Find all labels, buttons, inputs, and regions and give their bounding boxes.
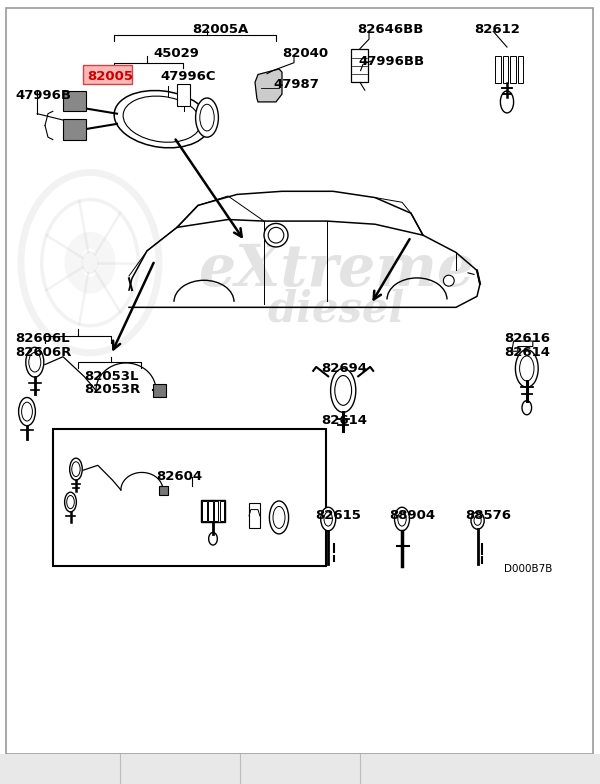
- Ellipse shape: [19, 397, 35, 426]
- Bar: [202, 500, 224, 522]
- Ellipse shape: [67, 495, 74, 509]
- Text: 82694: 82694: [321, 362, 367, 375]
- Ellipse shape: [26, 347, 44, 377]
- Text: 82604: 82604: [156, 470, 202, 483]
- Text: 88904: 88904: [389, 510, 435, 522]
- Bar: [158, 486, 168, 495]
- Ellipse shape: [70, 458, 82, 480]
- Bar: [510, 56, 515, 83]
- Ellipse shape: [471, 512, 484, 529]
- Text: 82615: 82615: [315, 510, 361, 522]
- Text: 82040: 82040: [282, 47, 328, 60]
- Bar: [0, 754, 600, 784]
- Text: 47996B: 47996B: [15, 89, 71, 102]
- Ellipse shape: [321, 507, 336, 531]
- Ellipse shape: [264, 223, 288, 247]
- Bar: [220, 501, 224, 521]
- Text: 47987: 47987: [273, 78, 319, 91]
- Text: 82614: 82614: [504, 347, 550, 359]
- Ellipse shape: [331, 368, 356, 412]
- Text: 82614: 82614: [321, 414, 367, 426]
- Bar: [214, 501, 218, 521]
- Bar: [249, 503, 260, 528]
- Ellipse shape: [123, 96, 201, 142]
- Bar: [144, 110, 180, 127]
- Bar: [83, 65, 132, 84]
- Bar: [153, 384, 166, 397]
- Text: 82606L: 82606L: [15, 332, 70, 345]
- Text: 82646BB: 82646BB: [357, 24, 424, 36]
- Text: 47996BB: 47996BB: [359, 56, 425, 68]
- Bar: [177, 84, 190, 106]
- Ellipse shape: [324, 512, 332, 526]
- Ellipse shape: [273, 506, 285, 528]
- Polygon shape: [512, 341, 533, 351]
- Bar: [63, 119, 86, 140]
- Text: 82005A: 82005A: [192, 24, 248, 36]
- Bar: [53, 429, 326, 566]
- Circle shape: [82, 252, 98, 274]
- Bar: [503, 56, 508, 83]
- Ellipse shape: [395, 507, 409, 531]
- Bar: [202, 501, 207, 521]
- Ellipse shape: [29, 353, 41, 372]
- Ellipse shape: [269, 501, 289, 534]
- Text: 82616: 82616: [504, 332, 550, 345]
- Bar: [495, 56, 500, 83]
- Ellipse shape: [114, 90, 210, 148]
- Ellipse shape: [474, 516, 481, 525]
- Bar: [208, 501, 212, 521]
- Ellipse shape: [196, 98, 218, 137]
- Ellipse shape: [72, 462, 80, 477]
- Text: 82005: 82005: [87, 71, 133, 83]
- Text: 82612: 82612: [474, 24, 520, 36]
- Text: 82606R: 82606R: [15, 347, 71, 359]
- Ellipse shape: [22, 402, 32, 421]
- Text: 47996C: 47996C: [161, 71, 217, 83]
- Ellipse shape: [200, 104, 214, 131]
- Text: 82053R: 82053R: [84, 383, 140, 396]
- Ellipse shape: [268, 227, 284, 243]
- Ellipse shape: [398, 512, 406, 526]
- Text: eXtreme: eXtreme: [198, 242, 474, 299]
- Polygon shape: [255, 69, 282, 102]
- Text: diesel: diesel: [268, 289, 404, 331]
- Text: 82053L: 82053L: [84, 370, 139, 383]
- Bar: [518, 56, 523, 83]
- Text: 45029: 45029: [153, 47, 199, 60]
- Bar: [351, 49, 368, 82]
- Ellipse shape: [65, 492, 76, 512]
- Ellipse shape: [335, 376, 352, 405]
- Bar: [63, 91, 86, 111]
- Ellipse shape: [515, 350, 538, 387]
- Ellipse shape: [443, 275, 454, 286]
- Text: D000B7B: D000B7B: [504, 564, 553, 574]
- Text: 88576: 88576: [465, 510, 511, 522]
- Ellipse shape: [520, 356, 534, 381]
